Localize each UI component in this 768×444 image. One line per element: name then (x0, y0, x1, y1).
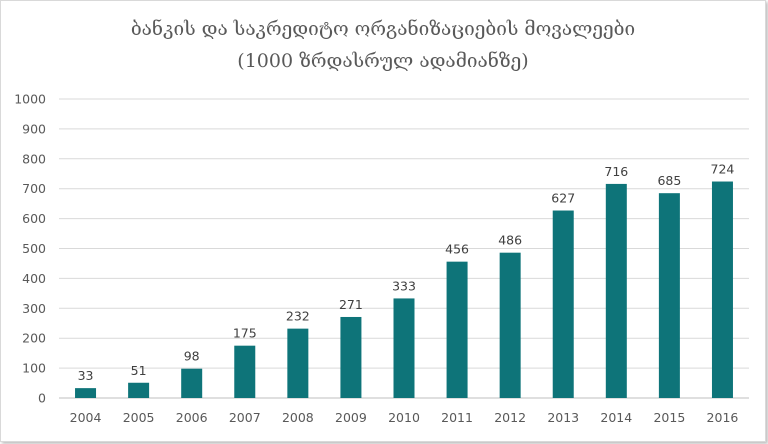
bar (446, 261, 468, 398)
bar (658, 193, 680, 398)
data-label: 333 (392, 278, 416, 293)
y-tick-label: 100 (22, 361, 46, 376)
bar (552, 210, 574, 398)
data-label: 486 (498, 233, 522, 248)
x-tick-label: 2006 (176, 410, 208, 425)
x-tick-label: 2009 (335, 410, 367, 425)
bar (605, 183, 627, 398)
data-label: 175 (233, 326, 257, 341)
bar (181, 368, 203, 398)
data-label: 724 (711, 162, 735, 177)
data-label: 456 (445, 242, 469, 257)
x-tick-label: 2015 (653, 410, 685, 425)
y-tick-label: 700 (22, 181, 46, 196)
data-label: 98 (184, 349, 200, 364)
bar (234, 345, 256, 398)
data-label: 271 (339, 297, 363, 312)
y-tick-label: 0 (38, 391, 46, 406)
x-tick-label: 2016 (707, 410, 739, 425)
y-tick-label: 300 (22, 301, 46, 316)
y-tick-label: 900 (22, 121, 46, 136)
x-tick-label: 2008 (282, 410, 314, 425)
y-tick-label: 600 (22, 211, 46, 226)
bar (128, 382, 150, 398)
x-tick-label: 2013 (547, 410, 579, 425)
data-label: 685 (657, 173, 681, 188)
bar (340, 316, 362, 398)
bar (499, 252, 521, 398)
x-tick-label: 2007 (229, 410, 261, 425)
x-tick-label: 2011 (441, 410, 473, 425)
data-label: 33 (78, 368, 94, 383)
bar (75, 388, 97, 398)
data-label: 232 (286, 309, 310, 324)
x-tick-label: 2012 (494, 410, 526, 425)
bar (711, 181, 733, 398)
bar (393, 298, 415, 398)
chart-title: ბანკის და საკრედიტო ორგანიზაციების მოვალ… (130, 18, 636, 40)
data-label: 51 (131, 363, 147, 378)
y-tick-label: 400 (22, 271, 46, 286)
data-label: 716 (604, 164, 628, 179)
x-tick-label: 2010 (388, 410, 420, 425)
y-tick-label: 500 (22, 241, 46, 256)
x-tick-label: 2014 (600, 410, 632, 425)
bar (287, 328, 309, 398)
y-tick-label: 800 (22, 151, 46, 166)
y-tick-label: 200 (22, 331, 46, 346)
data-label: 627 (551, 191, 575, 206)
x-tick-label: 2004 (70, 410, 102, 425)
y-tick-label: 1000 (14, 92, 46, 107)
chart-subtitle: (1000 ზრდასრულ ადამიანზე) (237, 50, 529, 72)
x-tick-label: 2005 (123, 410, 155, 425)
